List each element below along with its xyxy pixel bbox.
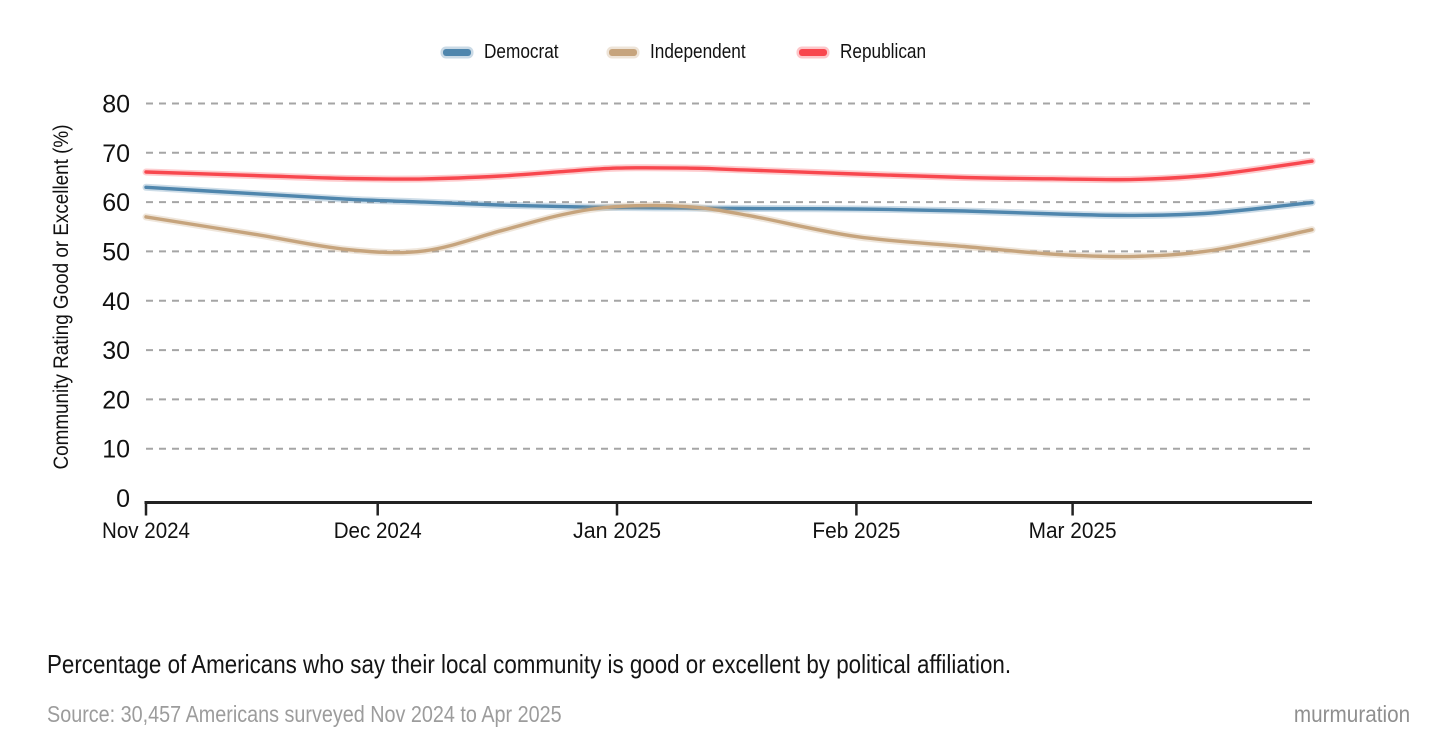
brand-wordmark: murmuration [1281,701,1410,728]
y-axis-tick-labels: 0 10 20 30 40 50 60 70 80 [102,91,130,514]
y-tick-label-60: 60 [102,189,130,217]
y-tick-label-50: 50 [102,238,130,266]
line-chart: Community Rating Good or Excellent (%) 0… [50,91,1316,543]
legend-swatch-republican [799,49,828,56]
legend-item-independent: Independent [609,41,761,64]
source-note-text: Source: 30,457 Americans surveyed Nov 20… [47,701,562,727]
source-note: Source: 30,457 Americans surveyed Nov 20… [47,701,645,728]
x-tick-label: Mar 2025 [1029,518,1117,543]
legend-label-independent: Independent [650,41,746,63]
line-independent [144,203,1314,259]
y-tick-label-40: 40 [102,288,130,316]
x-tick-label: Jan 2025 [573,518,661,543]
chart-legend: Democrat Independent Republican [0,41,1456,64]
chart-caption-text: Percentage of Americans who say their lo… [47,649,1012,679]
legend-label-republican: Republican [840,41,927,63]
x-tick-label: Feb 2025 [812,518,900,543]
x-tick-label: Dec 2024 [334,518,422,543]
y-tick-label-30: 30 [102,337,130,365]
line-republican [144,159,1314,182]
gridlines [146,102,1312,450]
series-lines [142,157,1316,261]
y-axis-title: Community Rating Good or Excellent (%) [50,125,73,470]
y-tick-label-80: 80 [102,91,130,119]
x-tick-label: Nov 2024 [102,518,190,543]
chart-caption: Percentage of Americans who say their lo… [47,649,1168,680]
legend-swatch-democrat [443,49,472,56]
x-axis: Nov 2024 Dec 2024 Jan 2025 Feb 2025 Mar 2025 [102,501,1312,543]
legend-label-democrat: Democrat [484,41,560,63]
legend-swatch-independent [609,49,638,56]
y-tick-label-10: 10 [102,436,130,464]
brand-wordmark-text: murmuration [1293,701,1410,727]
legend-item-democrat: Democrat [443,41,571,64]
legend-item-republican: Republican [799,41,940,64]
y-tick-label-20: 20 [102,386,130,414]
y-tick-label-0: 0 [116,485,130,513]
y-tick-label-70: 70 [102,140,130,168]
